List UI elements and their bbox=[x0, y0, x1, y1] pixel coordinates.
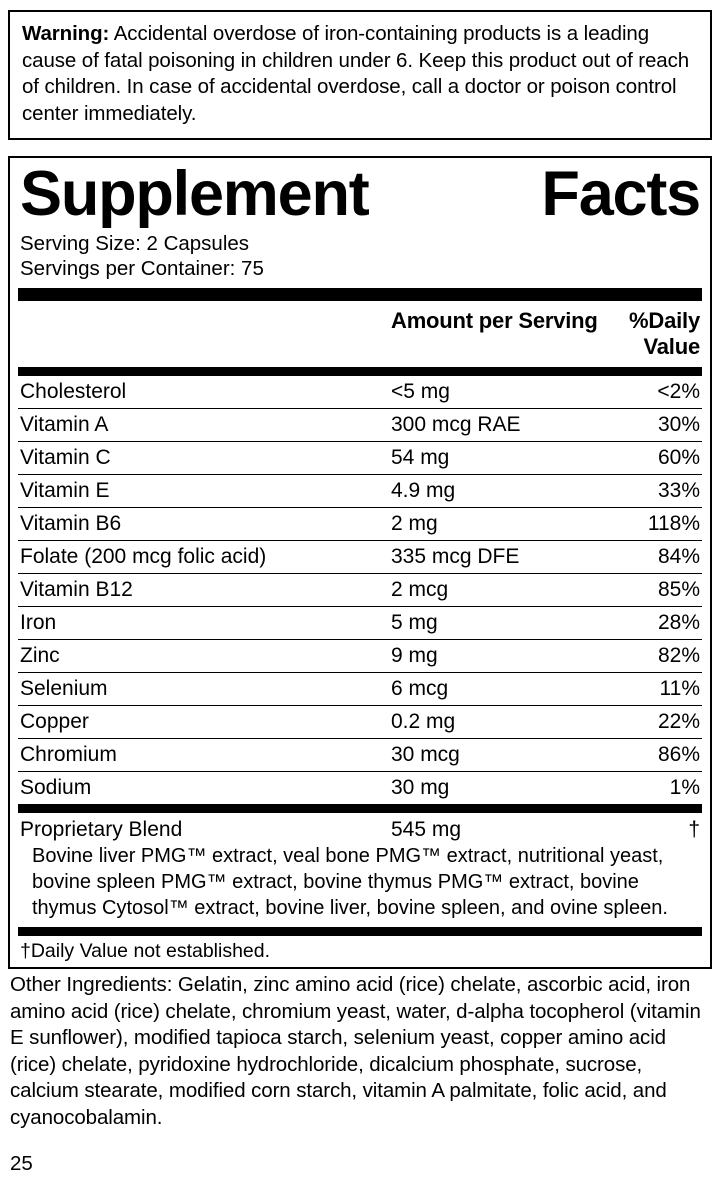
nutrient-daily-value: 33% bbox=[598, 474, 702, 508]
table-row: Vitamin A 300 mcg RAE 30% bbox=[18, 408, 702, 442]
nutrient-amount: 30 mcg bbox=[383, 738, 598, 772]
nutrient-rows: Cholesterol <5 mg <2% Vitamin A 300 mcg … bbox=[18, 376, 702, 804]
nutrient-daily-value: 11% bbox=[598, 672, 702, 706]
blend-amount: 545 mg bbox=[391, 818, 462, 841]
serving-info: Serving Size: 2 Capsules Servings per Co… bbox=[18, 227, 702, 288]
nutrient-daily-value: 84% bbox=[598, 540, 702, 574]
nutrient-name: Vitamin A bbox=[18, 408, 383, 442]
nutrient-name: Cholesterol bbox=[20, 380, 127, 403]
nutrient-amount: 9 mg bbox=[383, 639, 598, 673]
serving-size: Serving Size: 2 Capsules bbox=[20, 232, 250, 255]
table-row: Chromium 30 mcg 86% bbox=[18, 738, 702, 772]
warning-label: Warning: bbox=[22, 22, 110, 45]
nutrient-daily-value: 30% bbox=[598, 408, 702, 442]
nutrient-amount: 0.2 mg bbox=[383, 705, 598, 739]
table-row: Cholesterol <5 mg <2% bbox=[18, 376, 702, 409]
page-title: Supplement Facts bbox=[18, 158, 702, 227]
divider-above-blend bbox=[18, 804, 702, 813]
nutrient-amount: 2 mcg bbox=[383, 573, 598, 607]
warning-box: Warning: Accidental overdose of iron-con… bbox=[8, 10, 712, 140]
nutrient-daily-value: 82% bbox=[598, 639, 702, 673]
title-facts: Facts bbox=[541, 159, 701, 229]
table-row: Sodium 30 mg 1% bbox=[18, 771, 702, 804]
table-row: Vitamin B12 2 mcg 85% bbox=[18, 573, 702, 607]
warning-text: Warning: Accidental overdose of iron-con… bbox=[22, 21, 698, 127]
other-ingredients: Other Ingredients: Gelatin, zinc amino a… bbox=[10, 973, 701, 1129]
page-number: 25 bbox=[10, 1152, 33, 1175]
table-row: Copper 0.2 mg 22% bbox=[18, 705, 702, 739]
nutrient-name: Iron bbox=[18, 606, 383, 640]
nutrient-daily-value: 1% bbox=[598, 771, 702, 804]
table-row: Vitamin B6 2 mg 118% bbox=[18, 507, 702, 541]
divider-under-headers bbox=[18, 367, 702, 376]
nutrient-amount: 5 mg bbox=[383, 606, 598, 640]
warning-body: Accidental overdose of iron-containing p… bbox=[22, 22, 690, 125]
title-supplement: Supplement bbox=[20, 159, 370, 229]
header-daily-value: %Daily Value bbox=[629, 308, 700, 359]
proprietary-blend-row: Proprietary Blend 545 mg † bbox=[18, 813, 702, 841]
nutrient-daily-value: 60% bbox=[598, 441, 702, 475]
blend-name: Proprietary Blend bbox=[20, 818, 183, 841]
nutrient-daily-value: 118% bbox=[598, 507, 702, 541]
nutrient-daily-value: 86% bbox=[598, 738, 702, 772]
nutrient-name: Selenium bbox=[18, 672, 383, 706]
nutrient-amount: 54 mg bbox=[383, 441, 598, 475]
nutrient-amount: 2 mg bbox=[383, 507, 598, 541]
nutrient-name: Zinc bbox=[18, 639, 383, 673]
nutrient-name: Folate (200 mcg folic acid) bbox=[18, 540, 383, 574]
divider-thick-top bbox=[18, 288, 702, 301]
table-header-row: Amount per Serving %Daily Value bbox=[18, 301, 702, 367]
nutrient-amount: 30 mg bbox=[383, 771, 598, 804]
nutrient-name: Sodium bbox=[18, 771, 383, 804]
table-row: Zinc 9 mg 82% bbox=[18, 639, 702, 673]
nutrient-daily-value: 28% bbox=[598, 606, 702, 640]
nutrient-name: Vitamin C bbox=[18, 441, 383, 475]
nutrient-daily-value: 85% bbox=[598, 573, 702, 607]
nutrient-name: Vitamin B12 bbox=[18, 573, 383, 607]
blend-daily-value: † bbox=[688, 818, 700, 841]
nutrient-name: Vitamin B6 bbox=[18, 507, 383, 541]
supplement-facts-panel: Supplement Facts Serving Size: 2 Capsule… bbox=[8, 156, 712, 969]
nutrient-daily-value: <2% bbox=[657, 380, 700, 403]
nutrient-amount: <5 mg bbox=[391, 380, 450, 403]
nutrient-amount: 4.9 mg bbox=[383, 474, 598, 508]
nutrient-amount: 6 mcg bbox=[383, 672, 598, 706]
header-amount-per-serving: Amount per Serving bbox=[391, 308, 598, 333]
table-row: Iron 5 mg 28% bbox=[18, 606, 702, 640]
servings-per-container: Servings per Container: 75 bbox=[20, 257, 264, 280]
nutrient-name: Copper bbox=[18, 705, 383, 739]
table-row: Folate (200 mcg folic acid) 335 mcg DFE … bbox=[18, 540, 702, 574]
nutrient-name: Vitamin E bbox=[18, 474, 383, 508]
table-row: Vitamin C 54 mg 60% bbox=[18, 441, 702, 475]
daily-value-footnote: †Daily Value not established. bbox=[20, 940, 271, 962]
table-row: Selenium 6 mcg 11% bbox=[18, 672, 702, 706]
divider-above-footnote bbox=[18, 927, 702, 936]
blend-ingredients: Bovine liver PMG™ extract, veal bone PMG… bbox=[32, 845, 668, 919]
header-nutrient bbox=[18, 301, 383, 367]
nutrition-table: Amount per Serving %Daily Value bbox=[18, 301, 702, 367]
table-row: Vitamin E 4.9 mg 33% bbox=[18, 474, 702, 508]
nutrient-amount: 335 mcg DFE bbox=[383, 540, 598, 574]
nutrient-amount: 300 mcg RAE bbox=[383, 408, 598, 442]
nutrient-daily-value: 22% bbox=[598, 705, 702, 739]
nutrient-name: Chromium bbox=[18, 738, 383, 772]
